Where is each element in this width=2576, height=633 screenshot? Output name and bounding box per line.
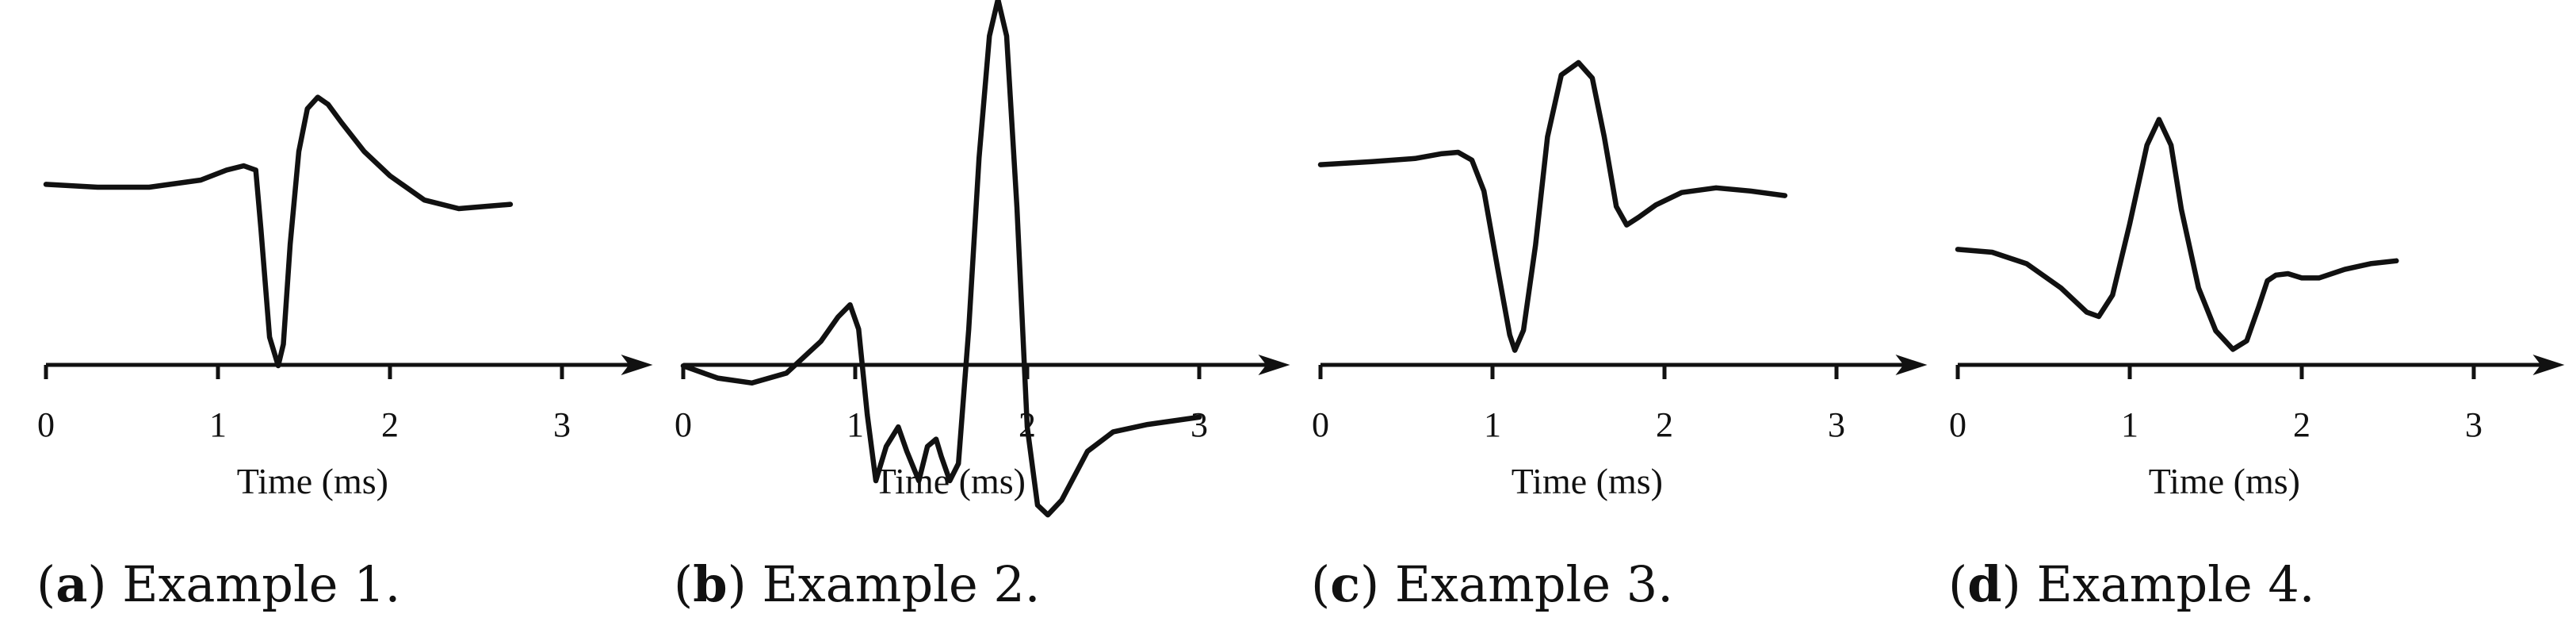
tick-label-d-1: 1 bbox=[2121, 405, 2138, 444]
axis-arrow-b bbox=[1258, 355, 1290, 375]
tick-label-d-2: 2 bbox=[2293, 405, 2310, 444]
caption-a: (a) Example 1. bbox=[36, 555, 400, 613]
caption-d: (d) Example 4. bbox=[1948, 555, 2315, 613]
tick-label-d-3: 3 bbox=[2465, 405, 2482, 444]
caption-letter-c: c bbox=[1330, 555, 1360, 613]
tick-label-c-3: 3 bbox=[1828, 405, 1845, 444]
caption-letter-a: a bbox=[55, 555, 87, 613]
caption-b: (b) Example 2. bbox=[674, 555, 1041, 613]
tick-label-b-0: 0 bbox=[675, 405, 692, 444]
panel-a: 0 1 2 3 Time (ms) (a) Example 1. bbox=[36, 94, 653, 613]
x-axis-title-b: Time (ms) bbox=[874, 461, 1026, 501]
tick-label-a-1: 1 bbox=[209, 405, 227, 444]
tick-label-b-3: 3 bbox=[1191, 405, 1208, 444]
tick-label-b-2: 2 bbox=[1019, 405, 1036, 444]
x-axis-title-c: Time (ms) bbox=[1512, 461, 1663, 501]
caption-letter-d: d bbox=[1967, 555, 2001, 613]
x-axis-title-a: Time (ms) bbox=[237, 461, 388, 501]
panel-b: 0 1 2 3 Time (ms) (b) Example 2. bbox=[674, 0, 1290, 613]
panel-d: 0 1 2 3 Time (ms) (d) Example 4. bbox=[1948, 117, 2565, 613]
axis-arrow-a bbox=[621, 355, 653, 375]
tick-label-a-2: 2 bbox=[381, 405, 399, 444]
waveform-d bbox=[1955, 117, 2399, 352]
caption-text-d: Example 4. bbox=[2036, 555, 2314, 613]
x-axis-title-d: Time (ms) bbox=[2149, 461, 2300, 501]
waveform-c bbox=[1317, 59, 1788, 353]
waveform-b bbox=[680, 0, 1202, 518]
caption-letter-b: b bbox=[693, 555, 727, 613]
tick-label-a-0: 0 bbox=[37, 405, 55, 444]
tick-label-c-2: 2 bbox=[1656, 405, 1673, 444]
tick-label-c-1: 1 bbox=[1484, 405, 1501, 444]
caption-c: (c) Example 3. bbox=[1311, 555, 1673, 613]
tick-label-b-1: 1 bbox=[847, 405, 864, 444]
panel-c: 0 1 2 3 Time (ms) (c) Example 3. bbox=[1311, 59, 1928, 613]
caption-text-c: Example 3. bbox=[1395, 555, 1673, 613]
caption-text-a: Example 1. bbox=[122, 555, 400, 613]
caption-text-b: Example 2. bbox=[762, 555, 1040, 613]
waveform-a bbox=[43, 94, 514, 369]
axis-arrow-c bbox=[1895, 355, 1928, 375]
tick-label-a-3: 3 bbox=[553, 405, 571, 444]
axis-arrow-d bbox=[2532, 355, 2565, 375]
tick-label-d-0: 0 bbox=[1949, 405, 1966, 444]
tick-label-c-0: 0 bbox=[1312, 405, 1329, 444]
